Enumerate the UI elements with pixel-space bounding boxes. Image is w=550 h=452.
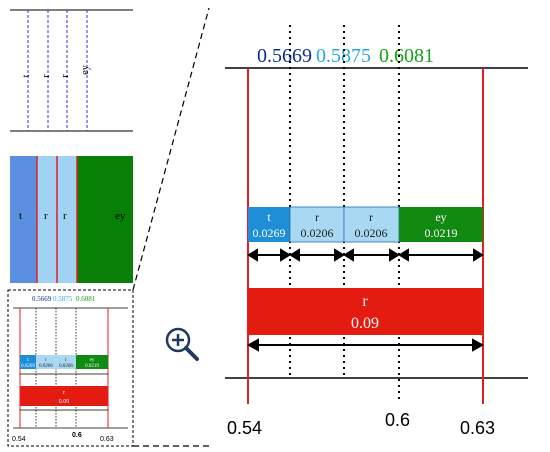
thumbnail-seg-value: 0.0206 <box>39 364 53 369</box>
segment-arrows <box>247 248 484 262</box>
segment-token: t <box>267 210 271 224</box>
total-token: r <box>362 293 368 310</box>
band-segment-r <box>57 156 77 283</box>
arrow-head <box>334 248 345 262</box>
band-label: r <box>63 210 67 222</box>
total-bar <box>248 288 483 335</box>
top-left-label: t <box>21 74 32 77</box>
band-segment-t <box>10 156 37 283</box>
top-label-t: 0.5669 <box>257 45 312 67</box>
thumbnail-seg-token: t <box>27 358 29 363</box>
arrow-head <box>247 248 258 262</box>
axis-label-left: 0.54 <box>227 418 262 438</box>
thumbnail-total-token: r <box>63 390 65 396</box>
thumbnail-seg-value: 0.0269 <box>21 364 35 369</box>
thumbnail-segment-r <box>36 355 56 369</box>
thumbnail-seg-token: r <box>65 358 67 363</box>
segment-value: 0.0206 <box>355 226 388 240</box>
top-left-label: r <box>41 74 52 78</box>
segment-r <box>289 206 345 243</box>
thumbnail-seg-value: 0.0206 <box>59 364 73 369</box>
segment-value: 0.0269 <box>253 226 286 240</box>
arrow-head <box>246 338 259 352</box>
band-segment-r <box>37 156 57 283</box>
top-left-panel: t r r ey <box>10 9 133 132</box>
zoom-guide-line <box>132 7 210 291</box>
top-left-label: r <box>60 74 71 78</box>
thumbnail-label-r: 0.5875 <box>53 295 73 303</box>
arrow-head <box>389 248 400 262</box>
segment-token: ey <box>435 210 446 224</box>
thumbnail-total-bar <box>20 386 108 406</box>
total-value: 0.09 <box>351 315 379 332</box>
thumbnail-axis-label: 0.54 <box>12 436 26 443</box>
arrow-head <box>280 248 291 262</box>
arrow-head <box>472 338 485 352</box>
thumbnail-border <box>7 289 134 447</box>
magnifier-handle <box>184 346 199 361</box>
thumbnail-seg-token: r <box>45 358 47 363</box>
axis-label-right: 0.63 <box>460 418 495 438</box>
magnifier-plus-icon <box>165 327 199 361</box>
total-arrow <box>246 338 485 352</box>
thumbnail-segment-r <box>56 355 76 369</box>
thumbnail-total-value: 0.09 <box>59 399 70 405</box>
thumbnail-segment-t <box>20 355 36 369</box>
arrow-head <box>343 248 354 262</box>
axis-label-mid: 0.6 <box>385 410 410 430</box>
thumbnail-label-ey: 0.6081 <box>76 295 96 303</box>
thumbnail-seg-token: ey <box>90 358 95 363</box>
thumbnail-seg-value: 0.0219 <box>85 364 99 369</box>
thumbnail-axis-label: 0.6 <box>72 432 82 439</box>
arrow-head <box>473 248 484 262</box>
segment-value: 0.0219 <box>425 226 458 240</box>
band-label: t <box>19 210 22 222</box>
thumbnail-label-t: 0.5669 <box>32 295 52 303</box>
thumbnail-axis-label: 0.63 <box>100 436 114 443</box>
color-band: t r r ey <box>10 156 133 283</box>
thumbnail-segment-ey <box>76 355 108 369</box>
segment-value: 0.0206 <box>301 226 334 240</box>
band-label: r <box>44 210 48 222</box>
main-diagram: 0.5669 0.5875 0.6081 t 0.0269 r 0.0206 r… <box>225 25 528 438</box>
segment-r <box>343 206 400 243</box>
band-label: ey <box>115 210 126 222</box>
segment-t <box>248 207 290 242</box>
segment-token: r <box>369 210 373 224</box>
arrow-head <box>289 248 300 262</box>
arrow-head <box>398 248 409 262</box>
top-label-ey: 0.6081 <box>379 45 434 67</box>
segment-ey <box>399 207 483 242</box>
segment-token: r <box>315 210 319 224</box>
thumbnail-panel: 0.5669 0.5875 0.6081 t 0.0269 r 0.0206 r… <box>7 289 134 447</box>
band-segment-ey <box>77 156 133 283</box>
top-left-label: ey <box>80 65 91 74</box>
